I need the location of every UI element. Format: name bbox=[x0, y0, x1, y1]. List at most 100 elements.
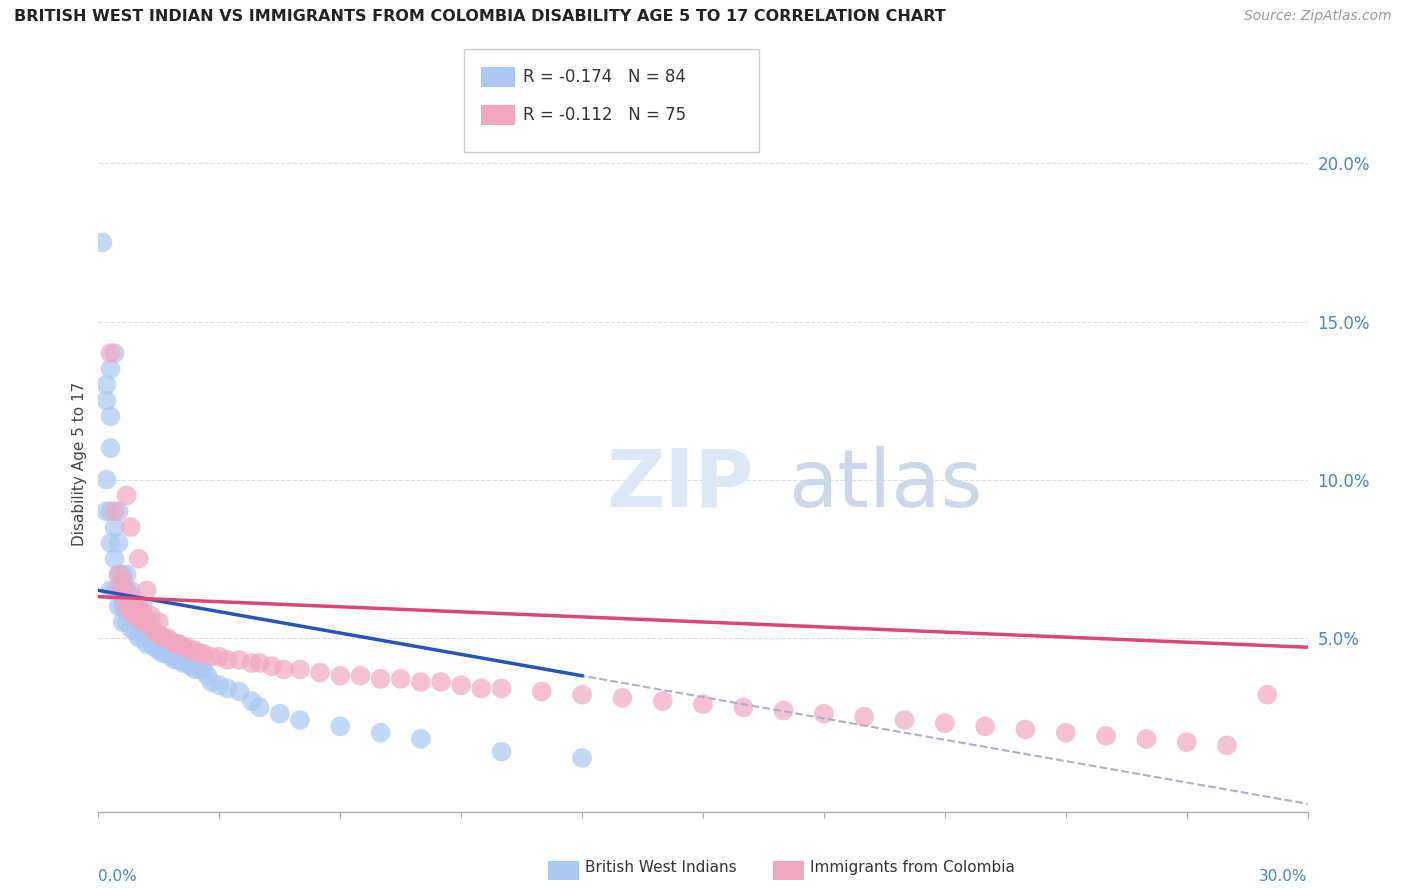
Text: atlas: atlas bbox=[787, 446, 981, 524]
Point bbox=[530, 684, 553, 698]
Point bbox=[288, 713, 311, 727]
Point bbox=[135, 615, 157, 629]
Point bbox=[172, 656, 194, 670]
Point bbox=[163, 637, 186, 651]
Point bbox=[163, 653, 186, 667]
Point bbox=[491, 745, 513, 759]
Point bbox=[934, 716, 956, 731]
Point bbox=[103, 346, 125, 360]
Point bbox=[132, 615, 155, 629]
Point bbox=[156, 647, 179, 661]
Point bbox=[184, 662, 207, 676]
Point bbox=[772, 704, 794, 718]
Point bbox=[1014, 723, 1036, 737]
Point bbox=[651, 694, 673, 708]
Point bbox=[120, 592, 142, 607]
Point bbox=[1135, 731, 1157, 746]
Point bbox=[96, 473, 118, 487]
Point bbox=[152, 631, 174, 645]
Point bbox=[103, 551, 125, 566]
Point bbox=[139, 608, 162, 623]
Point bbox=[100, 346, 122, 360]
Point bbox=[409, 731, 432, 746]
Point bbox=[370, 672, 392, 686]
Point bbox=[249, 700, 271, 714]
Point bbox=[152, 631, 174, 645]
Text: Source: ZipAtlas.com: Source: ZipAtlas.com bbox=[1244, 9, 1392, 23]
Point bbox=[103, 504, 125, 518]
Point bbox=[692, 697, 714, 711]
Point bbox=[100, 583, 122, 598]
Point bbox=[148, 627, 170, 641]
Point bbox=[139, 615, 162, 629]
Point bbox=[893, 713, 915, 727]
Point bbox=[96, 393, 118, 408]
Point bbox=[115, 615, 138, 629]
Point bbox=[156, 637, 179, 651]
Text: R = -0.112   N = 75: R = -0.112 N = 75 bbox=[523, 106, 686, 124]
Point bbox=[160, 637, 183, 651]
Point bbox=[288, 662, 311, 676]
Point bbox=[167, 637, 190, 651]
Point bbox=[450, 678, 472, 692]
Point bbox=[111, 574, 134, 588]
Point bbox=[309, 665, 332, 680]
Point bbox=[409, 675, 432, 690]
Point bbox=[240, 694, 263, 708]
Point bbox=[1095, 729, 1118, 743]
Point bbox=[329, 669, 352, 683]
Point bbox=[107, 583, 129, 598]
Point bbox=[135, 583, 157, 598]
Point bbox=[139, 621, 162, 635]
Point bbox=[128, 631, 150, 645]
Point bbox=[115, 583, 138, 598]
Y-axis label: Disability Age 5 to 17: Disability Age 5 to 17 bbox=[72, 382, 87, 546]
Point bbox=[124, 599, 146, 614]
Point bbox=[124, 592, 146, 607]
Point bbox=[128, 606, 150, 620]
Point bbox=[148, 631, 170, 645]
Point bbox=[974, 719, 997, 733]
Point bbox=[571, 751, 593, 765]
Point bbox=[100, 441, 122, 455]
Point bbox=[120, 621, 142, 635]
Point bbox=[208, 649, 231, 664]
Point bbox=[491, 681, 513, 696]
Point bbox=[132, 631, 155, 645]
Point bbox=[167, 653, 190, 667]
Point bbox=[124, 624, 146, 639]
Point bbox=[128, 615, 150, 629]
Point bbox=[128, 599, 150, 614]
Point bbox=[1175, 735, 1198, 749]
Point bbox=[100, 409, 122, 424]
Point bbox=[100, 536, 122, 550]
Point bbox=[180, 659, 202, 673]
Point bbox=[200, 649, 222, 664]
Point bbox=[124, 608, 146, 623]
Point bbox=[430, 675, 453, 690]
Text: BRITISH WEST INDIAN VS IMMIGRANTS FROM COLOMBIA DISABILITY AGE 5 TO 17 CORRELATI: BRITISH WEST INDIAN VS IMMIGRANTS FROM C… bbox=[14, 9, 946, 24]
Point bbox=[132, 599, 155, 614]
Text: ZIP: ZIP bbox=[606, 446, 754, 524]
Point bbox=[111, 567, 134, 582]
Text: 30.0%: 30.0% bbox=[1260, 869, 1308, 884]
Point bbox=[107, 599, 129, 614]
Point bbox=[208, 678, 231, 692]
Text: R = -0.174   N = 84: R = -0.174 N = 84 bbox=[523, 68, 686, 86]
Point bbox=[107, 504, 129, 518]
Point bbox=[103, 583, 125, 598]
Point bbox=[124, 606, 146, 620]
Point bbox=[96, 377, 118, 392]
Point bbox=[612, 690, 634, 705]
Point bbox=[139, 631, 162, 645]
Point bbox=[188, 647, 211, 661]
Point bbox=[143, 624, 166, 639]
Text: British West Indians: British West Indians bbox=[585, 861, 737, 875]
Point bbox=[115, 606, 138, 620]
Point bbox=[195, 669, 218, 683]
Point bbox=[193, 662, 215, 676]
Point bbox=[128, 551, 150, 566]
Point bbox=[115, 488, 138, 502]
Point bbox=[148, 643, 170, 657]
Point bbox=[135, 637, 157, 651]
